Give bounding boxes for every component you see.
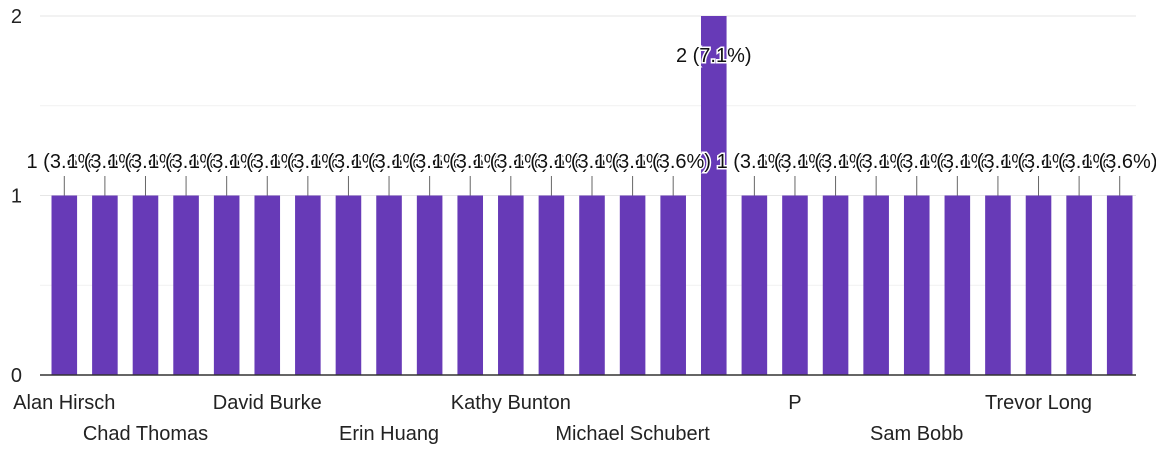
- x-axis-label: Trevor Long: [985, 392, 1092, 414]
- bar: [295, 195, 321, 375]
- bar: [416, 195, 443, 375]
- data-label: 1 (3.6%): [554, 151, 630, 173]
- bar: [903, 195, 930, 375]
- x-axis-label: P: [788, 392, 801, 414]
- bar: [1025, 195, 1052, 375]
- bar: [1106, 195, 1133, 375]
- data-label: 1 (3.6%): [920, 151, 996, 173]
- x-axis-label: Kathy Bunton: [451, 392, 571, 414]
- x-axis-label: Michael Schubert: [555, 423, 710, 445]
- data-label: 1 (3.6%): [635, 151, 711, 173]
- data-label: 1 (3.6%): [838, 151, 914, 173]
- data-label: 1 (3.6%): [148, 151, 224, 173]
- bar: [213, 195, 240, 375]
- bar: [92, 195, 118, 375]
- bar: [782, 195, 808, 375]
- data-label: 2 (7.1%): [676, 45, 752, 67]
- data-label: 1 (3.6%): [595, 151, 671, 173]
- bar: [376, 195, 402, 375]
- bar: [660, 195, 686, 375]
- bar: [822, 195, 849, 375]
- bar: [51, 195, 78, 375]
- bar: [457, 195, 484, 375]
- data-label: 1 (3.6%): [1082, 151, 1156, 173]
- data-label: 1 (3.6%): [351, 151, 427, 173]
- label-leader-lines: [63, 176, 1121, 196]
- bar: [741, 195, 768, 375]
- y-tick-label: 0: [11, 365, 22, 387]
- data-label: 1 (3.6%): [67, 151, 143, 173]
- data-label: 1 (3.6%): [229, 151, 305, 173]
- data-label: 1 (3.6%): [311, 151, 387, 173]
- data-label: 1 (3.6%): [270, 151, 346, 173]
- bar: [1066, 195, 1092, 375]
- data-label: 1 (3.6%): [26, 151, 102, 173]
- y-tick-label: 2: [11, 6, 22, 28]
- data-label: 1 (3.6%): [514, 151, 590, 173]
- data-label: 1 (3.6%): [392, 151, 468, 173]
- bar: [579, 195, 605, 375]
- bar: [173, 195, 199, 375]
- data-label: 1 (3.6%): [1001, 151, 1077, 173]
- data-label: 1 (3.6%): [108, 151, 184, 173]
- bars: [51, 16, 1133, 375]
- x-axis-label: Erin Huang: [339, 423, 439, 445]
- bar: [498, 195, 524, 375]
- x-axis-label: Alan Hirsch: [13, 392, 115, 414]
- x-axis-label: David Burke: [213, 392, 322, 414]
- y-axis-ticks: 0 1 2: [11, 6, 22, 387]
- bar: [538, 195, 565, 375]
- bar: [985, 195, 1011, 375]
- x-axis-label: Sam Bobb: [870, 423, 963, 445]
- data-label: 1 (3.6%): [960, 151, 1036, 173]
- bar: [863, 195, 889, 375]
- y-tick-label: 1: [11, 186, 22, 208]
- data-label: 1 (3.6%): [1041, 151, 1117, 173]
- data-labels: 1 (3.6%)1 (3.6%)1 (3.6%)1 (3.6%)1 (3.6%)…: [25, 44, 1156, 175]
- data-label: 1 (3.6%): [432, 151, 508, 173]
- bar: [619, 195, 646, 375]
- data-label: 1 (3.6%): [189, 151, 265, 173]
- data-label: 1 (3.6%): [717, 151, 793, 173]
- data-label: 1 (3.6%): [473, 151, 549, 173]
- bar: [700, 16, 727, 375]
- x-axis-label: Chad Thomas: [83, 423, 208, 445]
- data-label: 1 (3.6%): [757, 151, 833, 173]
- bar: [335, 195, 362, 375]
- bar: [254, 195, 281, 375]
- bar: [132, 195, 159, 375]
- bar: [944, 195, 971, 375]
- data-label: 1 (3.6%): [798, 151, 874, 173]
- data-label: 1 (3.6%): [879, 151, 955, 173]
